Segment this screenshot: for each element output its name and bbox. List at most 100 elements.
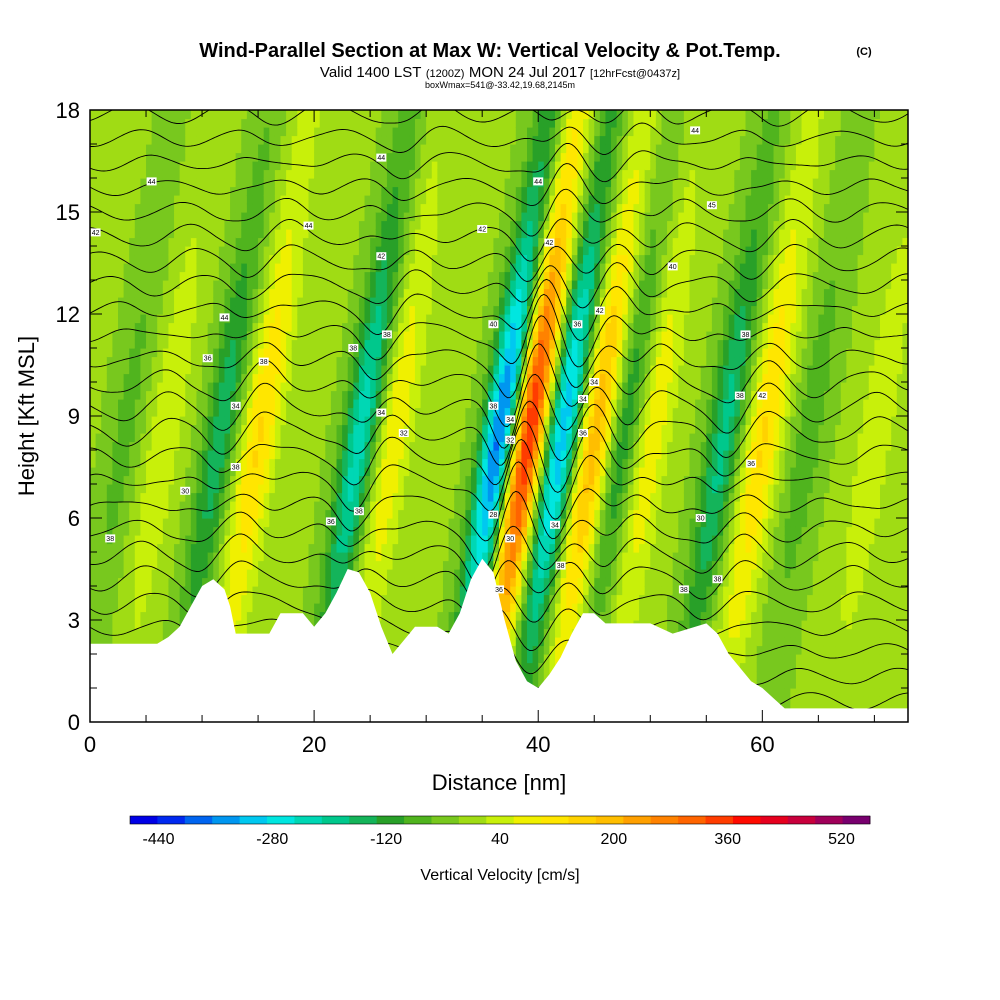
heatmap-cell	[448, 433, 455, 443]
heatmap-cell	[241, 178, 248, 188]
heatmap-cell	[252, 288, 259, 298]
heatmap-cell	[269, 416, 276, 426]
heatmap-cell	[129, 433, 136, 443]
heatmap-cell	[431, 458, 438, 468]
heatmap-cell	[202, 237, 209, 247]
heatmap-cell	[196, 254, 203, 264]
heatmap-cell	[185, 229, 192, 239]
heatmap-cell	[140, 144, 147, 154]
heatmap-cell	[95, 628, 102, 638]
heatmap-cell	[101, 407, 108, 417]
heatmap-cell	[398, 518, 405, 528]
heatmap-cell	[140, 186, 147, 196]
heatmap-cell	[151, 356, 158, 366]
heatmap-cell	[157, 637, 164, 647]
heatmap-cell	[246, 314, 254, 324]
heatmap-cell	[386, 535, 394, 545]
heatmap-cell	[230, 212, 237, 222]
heatmap-cell	[269, 152, 276, 162]
heatmap-cell	[342, 407, 349, 417]
heatmap-cell	[246, 509, 254, 519]
heatmap-cell	[420, 484, 427, 494]
heatmap-cell	[414, 416, 422, 426]
heatmap-cell	[258, 433, 265, 443]
heatmap-cell	[263, 110, 270, 120]
heatmap-cell	[431, 501, 438, 511]
heatmap-cell	[280, 467, 287, 477]
heatmap-cell	[274, 373, 282, 383]
heatmap-cell	[95, 178, 102, 188]
heatmap-cell	[258, 416, 265, 426]
heatmap-cell	[174, 492, 181, 502]
heatmap-cell	[347, 399, 354, 409]
heatmap-cell	[280, 526, 287, 536]
heatmap-cell	[90, 552, 97, 562]
heatmap-cell	[263, 433, 270, 443]
heatmap-cell	[185, 178, 192, 188]
heatmap-cell	[375, 518, 382, 528]
heatmap-cell	[179, 586, 186, 596]
heatmap-cell	[370, 535, 377, 545]
heatmap-cell	[448, 339, 455, 349]
heatmap-cell	[151, 305, 158, 315]
heatmap-cell	[179, 297, 186, 307]
heatmap-cell	[448, 254, 455, 264]
heatmap-cell	[280, 356, 287, 366]
heatmap-cell	[224, 127, 231, 137]
heatmap-cell	[118, 560, 125, 570]
heatmap-cell	[174, 365, 181, 375]
heatmap-cell	[454, 195, 461, 205]
heatmap-cell	[106, 475, 114, 485]
heatmap-cell	[426, 195, 433, 205]
heatmap-cell	[409, 382, 416, 392]
heatmap-cell	[140, 280, 147, 290]
heatmap-cell	[325, 450, 332, 460]
heatmap-cell	[235, 212, 242, 222]
heatmap-cell	[213, 348, 220, 358]
heatmap-cell	[358, 263, 366, 273]
heatmap-cell	[308, 237, 315, 247]
heatmap-cell	[297, 475, 304, 485]
heatmap-cell	[230, 450, 237, 460]
heatmap-cell	[218, 331, 226, 341]
heatmap-cell	[224, 501, 231, 511]
heatmap-cell	[319, 220, 326, 230]
heatmap-cell	[274, 441, 282, 451]
heatmap-cell	[90, 543, 97, 553]
heatmap-cell	[291, 254, 298, 264]
heatmap-cell	[291, 246, 298, 256]
heatmap-cell	[174, 314, 181, 324]
heatmap-cell	[297, 178, 304, 188]
heatmap-cell	[392, 458, 399, 468]
heatmap-cell	[286, 144, 293, 154]
heatmap-cell	[179, 560, 186, 570]
heatmap-cell	[140, 509, 147, 519]
heatmap-cell	[291, 280, 298, 290]
heatmap-cell	[218, 382, 226, 392]
heatmap-cell	[426, 254, 433, 264]
heatmap-cell	[134, 186, 142, 196]
heatmap-cell	[459, 390, 466, 400]
heatmap-cell	[185, 127, 192, 137]
heatmap-cell	[185, 195, 192, 205]
heatmap-cell	[258, 152, 265, 162]
heatmap-cell	[112, 203, 119, 213]
heatmap-cell	[90, 407, 97, 417]
heatmap-cell	[185, 543, 192, 553]
heatmap-cell	[414, 271, 422, 281]
heatmap-cell	[437, 305, 444, 315]
heatmap-cell	[403, 543, 410, 553]
heatmap-cell	[465, 314, 472, 324]
heatmap-cell	[274, 348, 282, 358]
heatmap-cell	[414, 280, 422, 290]
heatmap-cell	[112, 322, 119, 332]
heatmap-cell	[235, 339, 242, 349]
heatmap-cell	[286, 433, 293, 443]
heatmap-cell	[426, 365, 433, 375]
heatmap-cell	[325, 212, 332, 222]
heatmap-cell	[146, 356, 153, 366]
heatmap-cell	[207, 237, 214, 247]
heatmap-cell	[106, 186, 114, 196]
heatmap-cell	[269, 594, 276, 604]
heatmap-cell	[90, 254, 97, 264]
